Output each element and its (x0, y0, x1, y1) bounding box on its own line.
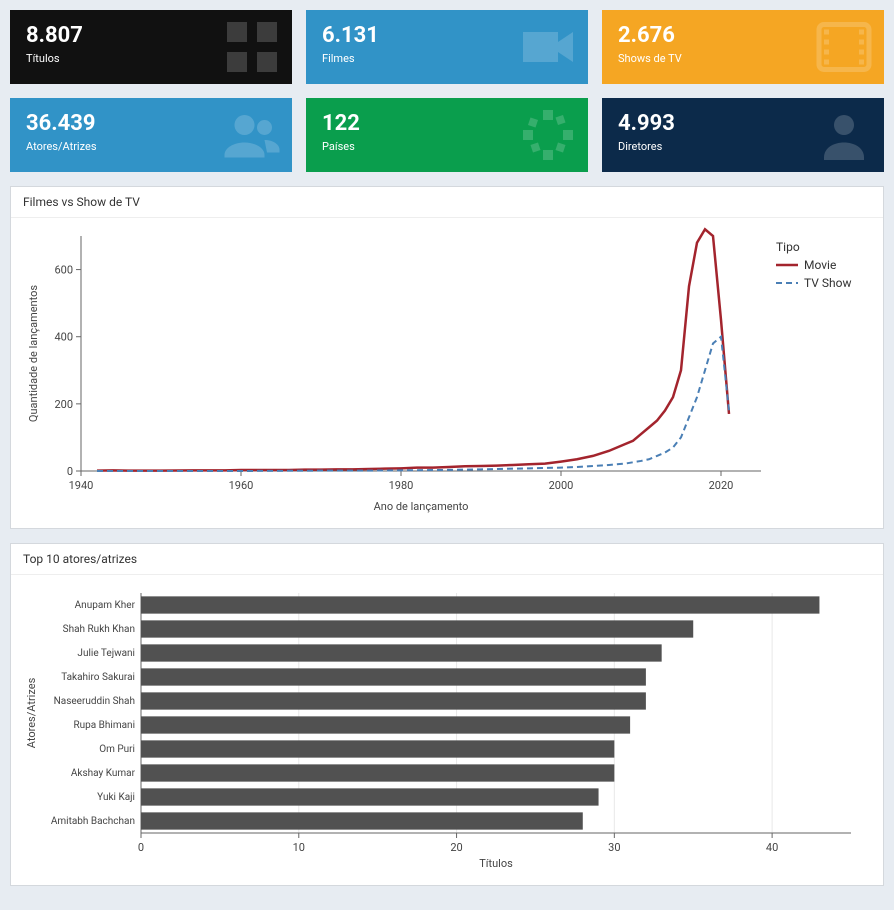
svg-text:2000: 2000 (549, 479, 574, 492)
stat-cards-row-1: 8.807 Títulos 6.131 Filmes 2.676 Shows d… (10, 10, 884, 84)
person-icon (814, 105, 874, 165)
svg-text:30: 30 (608, 841, 620, 854)
card-diretores: 4.993 Diretores (602, 98, 884, 172)
svg-text:1980: 1980 (389, 479, 414, 492)
svg-text:Rupa Bhimani: Rupa Bhimani (73, 720, 135, 731)
bar-chart[interactable]: 0 10 20 30 40 Anupam Kher Shah Rukh Khan Julie … (21, 583, 871, 873)
svg-text:20: 20 (450, 841, 462, 854)
video-icon (518, 17, 578, 77)
svg-text:0: 0 (138, 841, 144, 854)
panel-title: Top 10 atores/atrizes (11, 544, 883, 575)
svg-text:2020: 2020 (709, 479, 734, 492)
card-shows: 2.676 Shows de TV (602, 10, 884, 84)
globe-icon (518, 105, 578, 165)
svg-text:Om Puri: Om Puri (99, 744, 135, 755)
card-titulos: 8.807 Títulos (10, 10, 292, 84)
line-chart-panel: Filmes vs Show de TV 0 200 400 600 1940 1960 1… (10, 186, 884, 529)
svg-text:Movie: Movie (804, 258, 836, 272)
panel-title: Filmes vs Show de TV (11, 187, 883, 218)
card-paises: 122 Países (306, 98, 588, 172)
svg-text:Shah Rukh Khan: Shah Rukh Khan (63, 624, 135, 635)
film-icon (814, 17, 874, 77)
svg-text:Ano de lançamento: Ano de lançamento (374, 500, 469, 513)
svg-text:Anupam Kher: Anupam Kher (75, 600, 136, 611)
svg-text:10: 10 (293, 841, 305, 854)
card-atores: 36.439 Atores/Atrizes (10, 98, 292, 172)
people-icon (222, 105, 282, 165)
line-chart[interactable]: 0 200 400 600 1940 1960 1980 2000 2020 Ano de lan… (21, 226, 871, 516)
svg-text:200: 200 (54, 398, 73, 411)
svg-text:1940: 1940 (69, 479, 94, 492)
svg-text:Amitabh Bachchan: Amitabh Bachchan (51, 816, 135, 827)
card-filmes: 6.131 Filmes (306, 10, 588, 84)
svg-text:Títulos: Títulos (479, 857, 513, 870)
svg-text:400: 400 (54, 331, 73, 344)
svg-text:600: 600 (54, 264, 73, 277)
svg-text:Yuki Kaji: Yuki Kaji (97, 792, 135, 803)
grid-icon (222, 17, 282, 77)
svg-text:Tipo: Tipo (776, 240, 800, 254)
svg-text:1960: 1960 (229, 479, 254, 492)
svg-text:Takahiro Sakurai: Takahiro Sakurai (61, 672, 135, 683)
svg-text:Julie Tejwani: Julie Tejwani (77, 648, 135, 659)
svg-text:0: 0 (67, 465, 73, 478)
svg-text:Naseeruddin Shah: Naseeruddin Shah (54, 696, 135, 707)
svg-text:40: 40 (766, 841, 778, 854)
svg-text:Akshay Kumar: Akshay Kumar (71, 768, 136, 779)
stat-cards-row-2: 36.439 Atores/Atrizes 122 Países 4.993 D… (10, 98, 884, 172)
svg-text:Quantidade de lançamentos: Quantidade de lançamentos (27, 285, 40, 422)
bar-chart-panel: Top 10 atores/atrizes 0 10 20 30 40 Anupam Kh… (10, 543, 884, 886)
svg-text:Atores/Atrizes: Atores/Atrizes (25, 677, 38, 748)
svg-text:TV Show: TV Show (804, 276, 851, 290)
